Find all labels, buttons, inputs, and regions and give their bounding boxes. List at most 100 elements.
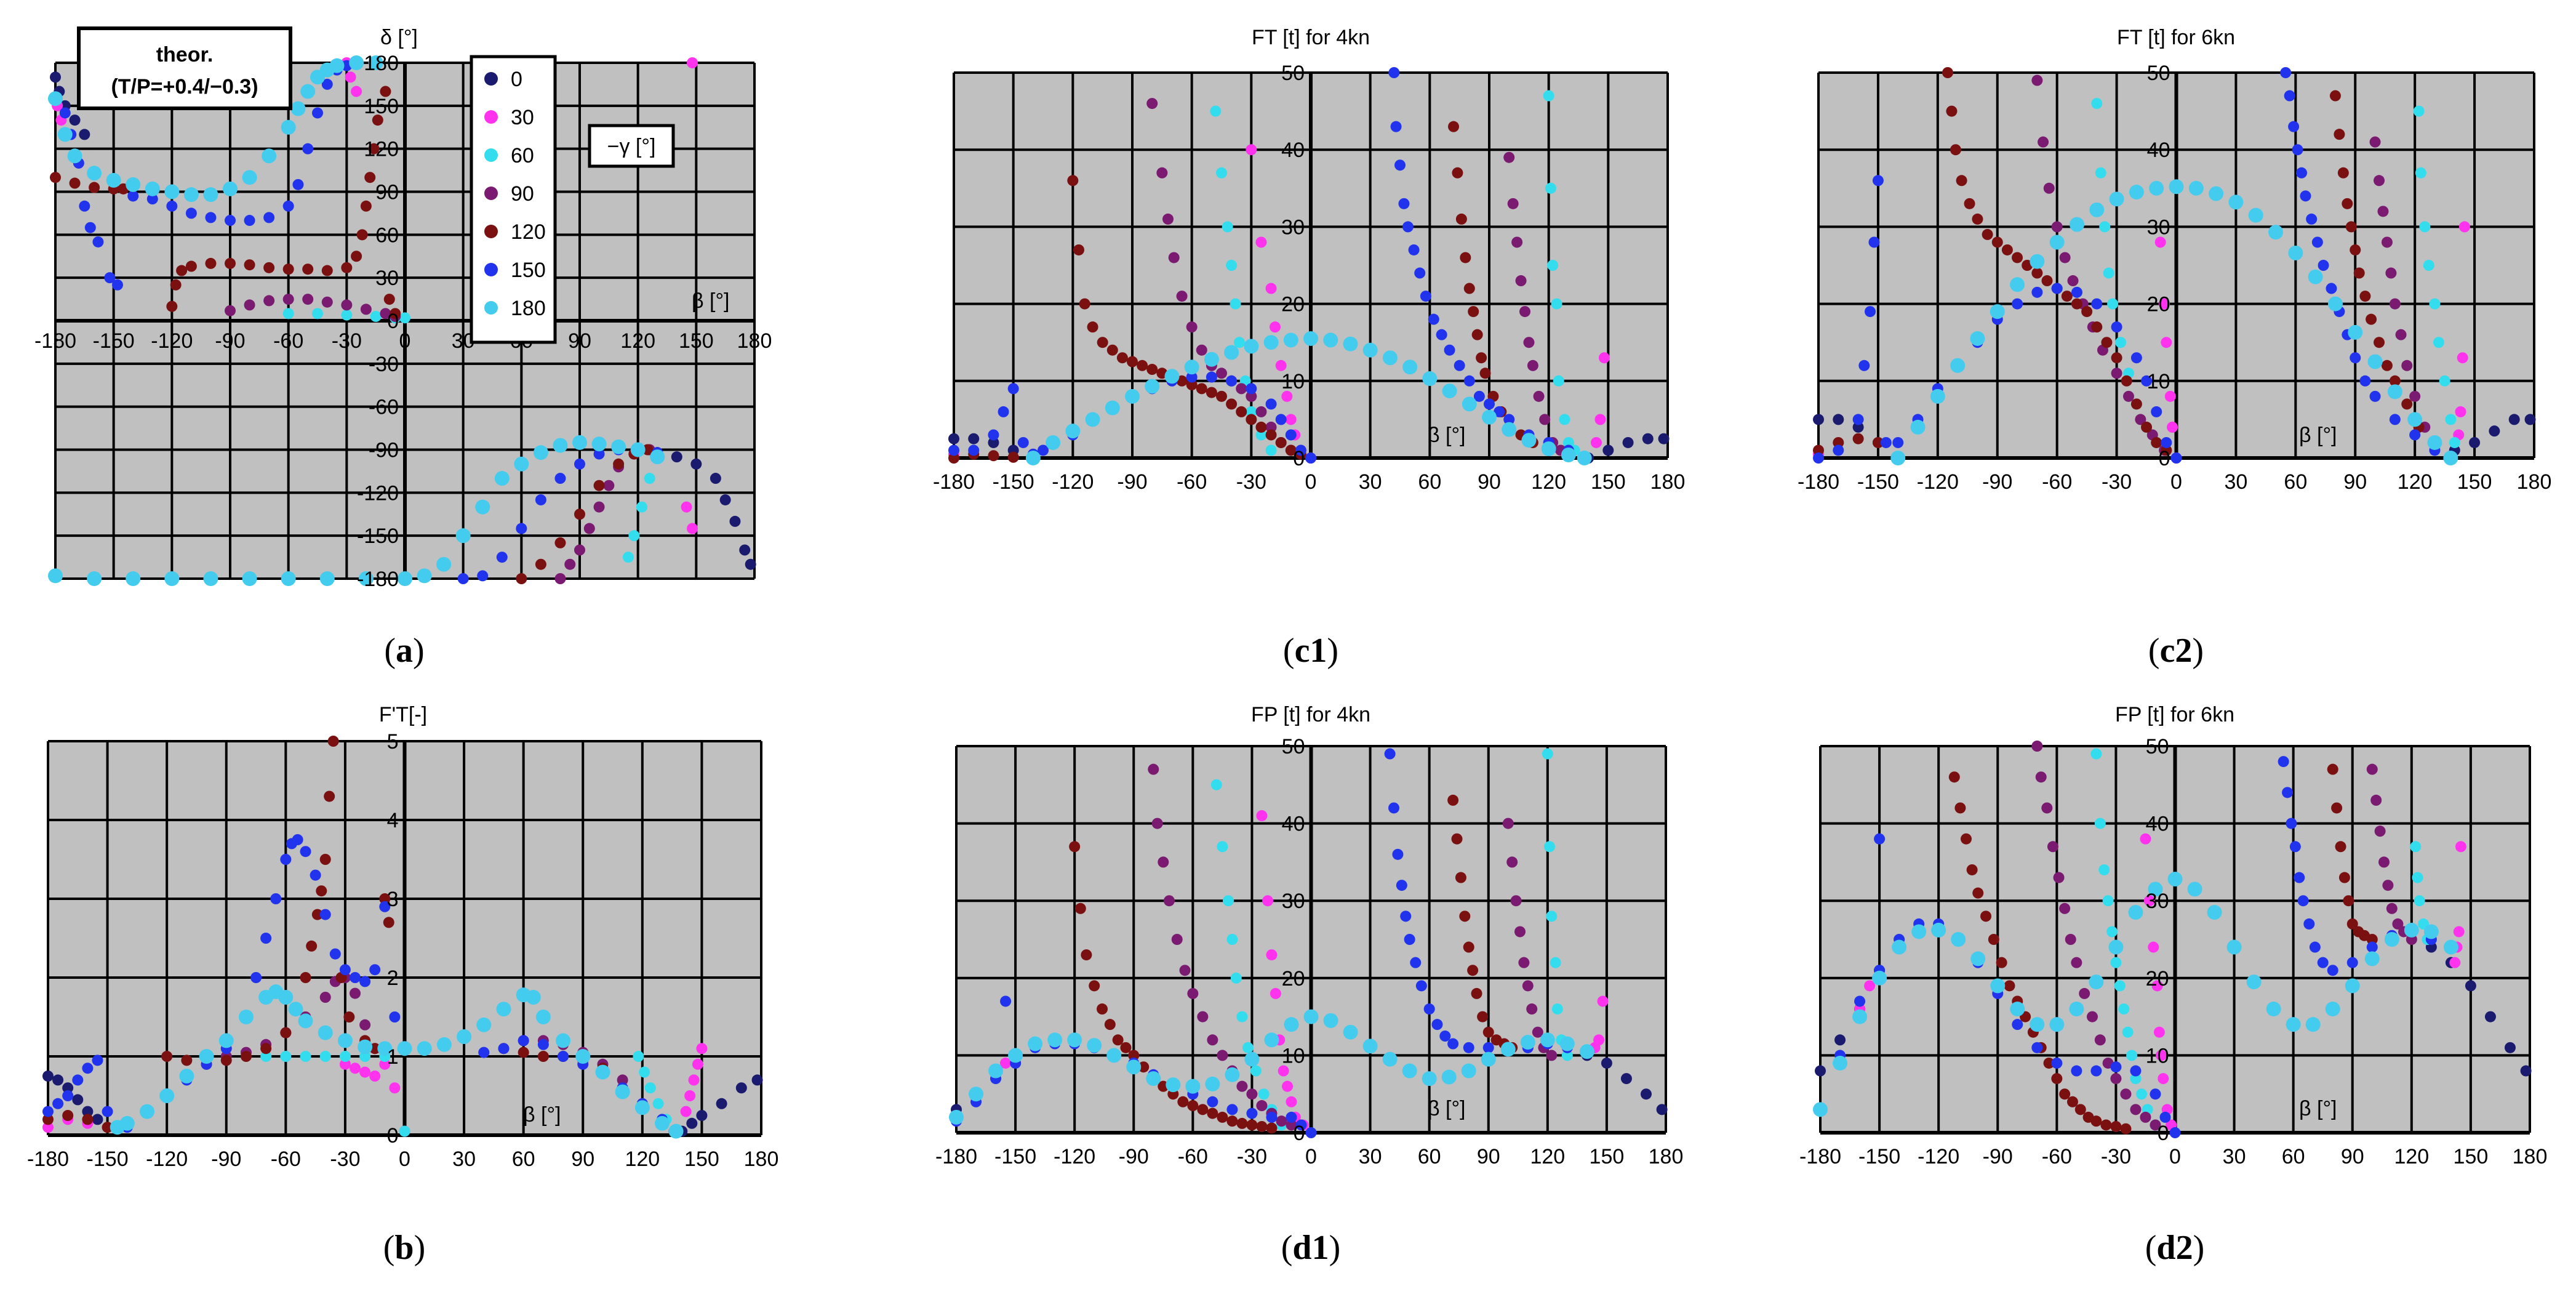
point-gamma-180 xyxy=(668,1123,684,1139)
point-gamma-120 xyxy=(1452,167,1463,179)
point-gamma-60 xyxy=(2136,1088,2148,1100)
point-gamma-120 xyxy=(302,263,314,275)
point-gamma-30 xyxy=(692,1058,703,1070)
point-gamma-120 xyxy=(2151,436,2162,448)
point-gamma-0 xyxy=(1601,1057,1612,1069)
x-tick-label: -120 xyxy=(1917,470,1959,494)
x-tick-label: -30 xyxy=(2102,470,2132,494)
point-gamma-150 xyxy=(1473,390,1485,402)
panel-b: -180 -150 -120 -90 -60 -30 0 30 60 90 120 150 180 0 1… xyxy=(27,703,778,1267)
point-gamma-180 xyxy=(2404,922,2419,938)
x-tick-label: -60 xyxy=(1177,470,1207,494)
point-gamma-180 xyxy=(398,571,412,586)
point-gamma-180 xyxy=(281,119,296,135)
point-gamma-90 xyxy=(2059,252,2071,263)
point-gamma-150 xyxy=(2294,872,2305,883)
x-tick-label: -120 xyxy=(1918,1145,1959,1168)
point-gamma-180 xyxy=(2348,324,2363,340)
point-gamma-90 xyxy=(1518,957,1530,968)
point-gamma-0 xyxy=(2508,414,2520,425)
point-gamma-60 xyxy=(2094,818,2106,829)
point-gamma-150 xyxy=(478,1047,490,1058)
point-gamma-90 xyxy=(593,501,605,513)
point-gamma-150 xyxy=(1420,291,1431,302)
point-gamma-150 xyxy=(1408,244,1420,255)
point-gamma-180 xyxy=(2248,207,2263,223)
x-tick-label: 180 xyxy=(737,329,772,353)
point-gamma-150 xyxy=(92,1055,103,1066)
point-gamma-180 xyxy=(1833,1055,1848,1071)
point-gamma-120 xyxy=(1467,965,1479,976)
x-tick-label: 90 xyxy=(1477,1145,1500,1168)
x-tick-label: 120 xyxy=(2394,1145,2429,1168)
point-gamma-0 xyxy=(751,1074,763,1086)
point-gamma-180 xyxy=(1520,1035,1535,1050)
point-gamma-150 xyxy=(1436,329,1447,340)
point-gamma-180 xyxy=(455,528,471,544)
point-gamma-180 xyxy=(2364,951,2380,966)
point-gamma-120 xyxy=(2366,313,2377,325)
point-gamma-180 xyxy=(2288,245,2303,260)
point-gamma-120 xyxy=(1106,344,1118,356)
point-gamma-120 xyxy=(1972,213,1983,225)
point-gamma-120 xyxy=(1097,337,1108,348)
x-tick-label: 60 xyxy=(2284,470,2307,494)
point-gamma-120 xyxy=(82,1114,94,1125)
point-gamma-120 xyxy=(1942,67,1953,78)
point-gamma-30 xyxy=(2164,390,2176,402)
point-gamma-0 xyxy=(968,433,980,444)
point-gamma-90 xyxy=(2382,880,2394,891)
point-gamma-150 xyxy=(312,107,323,119)
x-tick-label: 120 xyxy=(620,329,655,353)
point-gamma-180 xyxy=(1541,441,1556,456)
theor-box-line2: (T/P=+0.4/−0.3) xyxy=(111,75,258,98)
point-gamma-30 xyxy=(1270,321,1281,333)
point-gamma-60 xyxy=(644,1082,656,1094)
point-gamma-120 xyxy=(1177,1096,1189,1107)
x-tick-label: -150 xyxy=(993,470,1034,494)
point-gamma-0 xyxy=(62,1082,74,1094)
point-gamma-150 xyxy=(1463,1042,1474,1053)
point-gamma-60 xyxy=(1545,182,1556,194)
y-tick-label: -120 xyxy=(357,481,399,505)
point-gamma-0 xyxy=(52,1074,64,1086)
panel-label: (d1) xyxy=(1281,1229,1340,1267)
point-gamma-180 xyxy=(1125,388,1140,404)
point-gamma-180 xyxy=(1950,358,1966,373)
point-gamma-90 xyxy=(2385,267,2397,279)
point-gamma-0 xyxy=(719,494,731,505)
point-gamma-180 xyxy=(1067,1032,1082,1048)
point-gamma-180 xyxy=(1872,970,1887,986)
data-points xyxy=(42,736,763,1139)
point-gamma-180 xyxy=(553,438,568,453)
point-gamma-150 xyxy=(574,458,585,470)
point-gamma-90 xyxy=(1216,368,1227,379)
point-gamma-180 xyxy=(2305,1017,2321,1032)
point-gamma-0 xyxy=(72,1094,84,1106)
point-gamma-120 xyxy=(263,262,275,273)
x-tick-label: 0 xyxy=(1305,1145,1317,1168)
theor-box-line1: theor. xyxy=(156,43,214,66)
point-gamma-150 xyxy=(1266,1111,1278,1123)
point-gamma-30 xyxy=(345,71,356,83)
point-gamma-180 xyxy=(1502,422,1517,437)
point-gamma-180 xyxy=(1244,1051,1260,1067)
point-gamma-180 xyxy=(1046,435,1061,450)
point-gamma-90 xyxy=(2401,360,2413,371)
point-gamma-0 xyxy=(69,115,81,126)
legend-label-30: 30 xyxy=(511,106,534,129)
point-gamma-120 xyxy=(1069,841,1081,853)
point-gamma-120 xyxy=(2121,375,2132,387)
point-gamma-120 xyxy=(1104,1019,1116,1031)
legend-marker-180 xyxy=(484,301,498,315)
point-gamma-180 xyxy=(2148,882,2163,897)
point-gamma-150 xyxy=(329,948,341,960)
point-gamma-120 xyxy=(1996,957,2007,968)
point-gamma-120 xyxy=(62,1110,74,1121)
point-gamma-90 xyxy=(1163,895,1175,907)
point-gamma-120 xyxy=(1852,433,1864,444)
point-gamma-150 xyxy=(2110,1061,2122,1073)
point-gamma-150 xyxy=(1285,429,1297,441)
gridlines xyxy=(47,740,762,1137)
point-gamma-120 xyxy=(1196,383,1207,395)
